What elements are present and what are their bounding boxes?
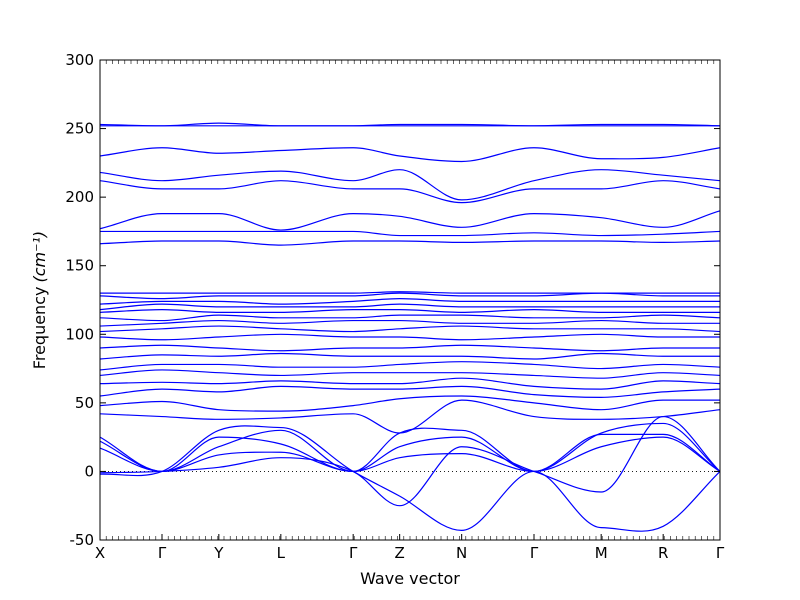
y-tick-label: 100 bbox=[65, 325, 94, 343]
phonon-branch-22 bbox=[99, 291, 720, 294]
x-axis-label: Wave vector bbox=[360, 569, 460, 588]
x-tick-label: Z bbox=[395, 544, 405, 562]
x-tick-label: Γ bbox=[349, 544, 358, 562]
phonon-branch-15 bbox=[99, 325, 721, 333]
phonon-branch-10 bbox=[99, 369, 721, 379]
y-tick-label: 250 bbox=[65, 120, 94, 138]
x-tick-label: Γ bbox=[716, 544, 725, 562]
phonon-branch-1 bbox=[99, 422, 721, 473]
y-axis-label-main: Frequency bbox=[30, 287, 49, 370]
x-tick-label: Γ bbox=[530, 544, 539, 562]
phonon-branch-29 bbox=[99, 122, 720, 127]
y-tick-label: 150 bbox=[65, 257, 94, 275]
phonon-branch-28 bbox=[99, 147, 721, 163]
x-tick-label: X bbox=[95, 544, 105, 562]
x-tick-label: Γ bbox=[158, 544, 167, 562]
y-tick-label: 0 bbox=[84, 462, 94, 480]
phonon-branch-6 bbox=[99, 399, 721, 434]
phonon-branch-20 bbox=[99, 298, 720, 305]
y-axis-label-unit: (cm⁻¹) bbox=[30, 231, 49, 283]
phonon-branch-18 bbox=[99, 308, 720, 313]
phonon-branch-14 bbox=[99, 333, 720, 341]
phonon-branch-23 bbox=[99, 240, 721, 246]
plot-area bbox=[99, 122, 721, 532]
phonon-branch-8 bbox=[99, 385, 721, 398]
x-tick-label: L bbox=[277, 544, 286, 562]
x-tick-label: R bbox=[658, 544, 668, 562]
phonon-branch-26 bbox=[99, 180, 721, 204]
phonon-branch-5 bbox=[99, 415, 721, 507]
y-axis: -50 0 50 100 150 200 250 300 bbox=[65, 51, 721, 549]
phonon-branch-24 bbox=[100, 230, 721, 237]
y-tick-label: 300 bbox=[65, 51, 94, 69]
phonon-branch-3 bbox=[99, 436, 721, 473]
phonon-branch-17 bbox=[99, 314, 721, 322]
y-tick-label: 50 bbox=[75, 394, 94, 412]
phonon-branch-4 bbox=[99, 425, 721, 532]
y-tick-label: 200 bbox=[65, 188, 94, 206]
phonon-branch-19 bbox=[99, 303, 720, 311]
x-tick-label: M bbox=[595, 544, 608, 562]
x-tick-label: N bbox=[456, 544, 467, 562]
phonon-branch-9 bbox=[99, 377, 721, 390]
phonon-branch-13 bbox=[99, 344, 720, 352]
phonon-branch-12 bbox=[99, 352, 720, 360]
phonon-branch-16 bbox=[99, 319, 720, 327]
phonon-branch-11 bbox=[99, 361, 721, 371]
y-axis-label: Frequency (cm⁻¹) bbox=[30, 231, 49, 369]
x-tick-label: Y bbox=[213, 544, 224, 562]
phonon-branch-30 bbox=[99, 123, 721, 127]
phonon-branch-7 bbox=[99, 395, 720, 412]
phonon-branch-27 bbox=[99, 169, 721, 201]
phonon-branch-25 bbox=[99, 210, 721, 231]
y-tick-label: -50 bbox=[70, 531, 95, 549]
